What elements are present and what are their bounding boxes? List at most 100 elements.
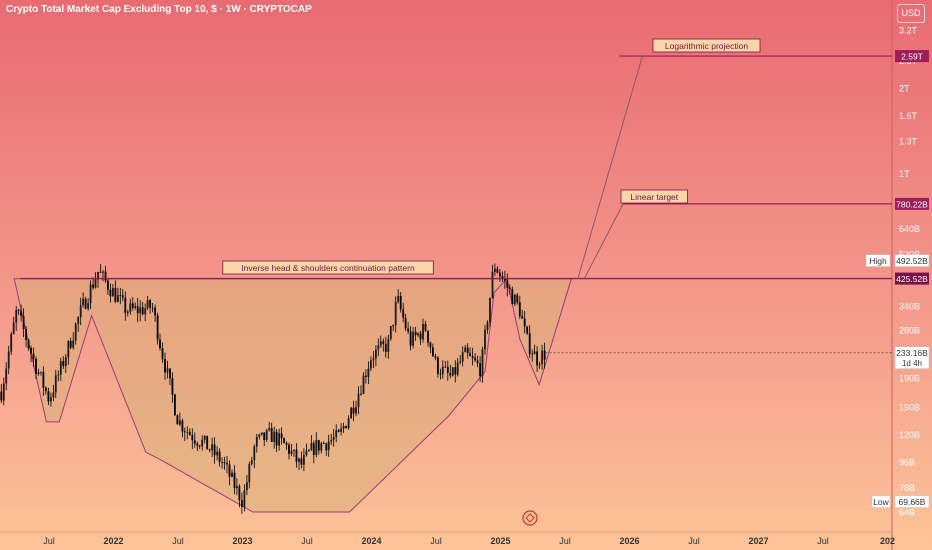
pattern-region bbox=[13, 277, 573, 513]
candle-body bbox=[62, 361, 65, 366]
candle-body bbox=[228, 464, 231, 477]
candle-body bbox=[481, 349, 484, 377]
candle-body bbox=[444, 366, 447, 368]
candle-body bbox=[241, 500, 243, 507]
candle-body bbox=[74, 323, 77, 341]
candle-body bbox=[340, 428, 342, 432]
candle-body bbox=[243, 490, 246, 507]
candle-body bbox=[203, 435, 206, 440]
candle-body bbox=[290, 450, 293, 454]
candle-body bbox=[213, 444, 216, 456]
candle-body bbox=[40, 371, 42, 373]
candle-body bbox=[399, 296, 402, 310]
candle-body bbox=[77, 317, 80, 324]
price-tag-label: 780.22B bbox=[896, 199, 928, 209]
candle-body bbox=[35, 358, 37, 374]
candle-body bbox=[156, 315, 159, 340]
candle-body bbox=[523, 318, 526, 327]
candle-body bbox=[521, 316, 524, 319]
candle-body bbox=[37, 372, 40, 374]
candle-body bbox=[255, 436, 258, 447]
candle-body bbox=[387, 338, 390, 352]
candle-body bbox=[365, 375, 367, 377]
candle-body bbox=[10, 333, 13, 352]
candle-body bbox=[404, 317, 407, 329]
y-tick-label: 1T bbox=[899, 169, 910, 179]
candle-body bbox=[273, 431, 276, 442]
candle-body bbox=[446, 366, 449, 373]
x-tick-label: Jul bbox=[688, 536, 700, 546]
candle-body bbox=[5, 368, 8, 384]
candle-body bbox=[461, 352, 464, 362]
candle-body bbox=[427, 330, 429, 343]
candle-body bbox=[308, 450, 310, 452]
candle-body bbox=[278, 433, 280, 446]
candle-body bbox=[454, 367, 457, 375]
log-projection-annotation-box bbox=[652, 38, 761, 53]
candle-body bbox=[216, 451, 218, 456]
candle-body bbox=[459, 361, 462, 363]
candle-body bbox=[335, 430, 338, 437]
candle-body bbox=[69, 341, 72, 348]
candle-body bbox=[236, 486, 238, 489]
y-tick-label: 640B bbox=[899, 224, 920, 234]
candle-body bbox=[260, 432, 263, 435]
log-projection-annotation: Logarithmic projection bbox=[665, 41, 748, 51]
price-tag-label: 2.59T bbox=[901, 52, 923, 62]
candle-body bbox=[223, 462, 226, 464]
candle-body bbox=[188, 431, 191, 436]
candle-body bbox=[449, 372, 452, 376]
candle-body bbox=[370, 360, 372, 369]
candle-body bbox=[45, 387, 47, 391]
candle-body bbox=[181, 420, 184, 432]
x-tick-label: Jul bbox=[430, 536, 442, 546]
candle-body bbox=[439, 373, 442, 375]
candle-body bbox=[25, 329, 27, 340]
candle-body bbox=[126, 311, 129, 313]
watermark-logo bbox=[522, 510, 538, 526]
candle-body bbox=[474, 357, 476, 361]
candle-body bbox=[491, 271, 494, 298]
candle-body bbox=[92, 284, 94, 288]
candle-body bbox=[295, 449, 298, 462]
candle-body bbox=[511, 289, 514, 305]
candle-body bbox=[67, 341, 70, 358]
candle-body bbox=[179, 420, 181, 425]
candle-body bbox=[54, 375, 57, 393]
candle-body bbox=[501, 276, 504, 279]
candle-body bbox=[226, 463, 228, 465]
candle-body bbox=[347, 418, 350, 428]
candle-body bbox=[412, 331, 414, 346]
candle-body bbox=[141, 307, 144, 315]
candle-body bbox=[305, 450, 308, 455]
candle-body bbox=[0, 391, 3, 401]
candle-body bbox=[330, 439, 333, 442]
candle-body bbox=[176, 415, 179, 425]
candle-body bbox=[107, 280, 109, 290]
candle-body bbox=[233, 472, 236, 489]
candle-body bbox=[508, 287, 511, 289]
candle-body bbox=[303, 455, 305, 465]
candle-body bbox=[27, 339, 30, 348]
candle-body bbox=[288, 444, 290, 454]
candle-body bbox=[325, 443, 328, 451]
x-tick-label: Jul bbox=[817, 536, 829, 546]
candle-body bbox=[117, 295, 119, 302]
linear-target-annotation-box bbox=[620, 189, 688, 204]
y-tick-label: 190B bbox=[899, 373, 920, 383]
price-tag-prefix-box bbox=[871, 495, 891, 508]
candle-body bbox=[159, 339, 161, 349]
candle-body bbox=[293, 449, 295, 451]
candle-body bbox=[451, 367, 454, 376]
candle-body bbox=[496, 268, 499, 273]
candle-body bbox=[114, 288, 117, 302]
currency-button[interactable]: USD bbox=[897, 4, 925, 23]
candle-body bbox=[149, 300, 151, 308]
x-tick-label: Jul bbox=[172, 536, 184, 546]
y-tick-label: 96B bbox=[899, 458, 915, 468]
candle-body bbox=[394, 301, 397, 325]
x-tick-label: Jul bbox=[559, 536, 571, 546]
x-tick-label: 2023 bbox=[232, 536, 252, 546]
linear-projection-line bbox=[583, 203, 624, 279]
